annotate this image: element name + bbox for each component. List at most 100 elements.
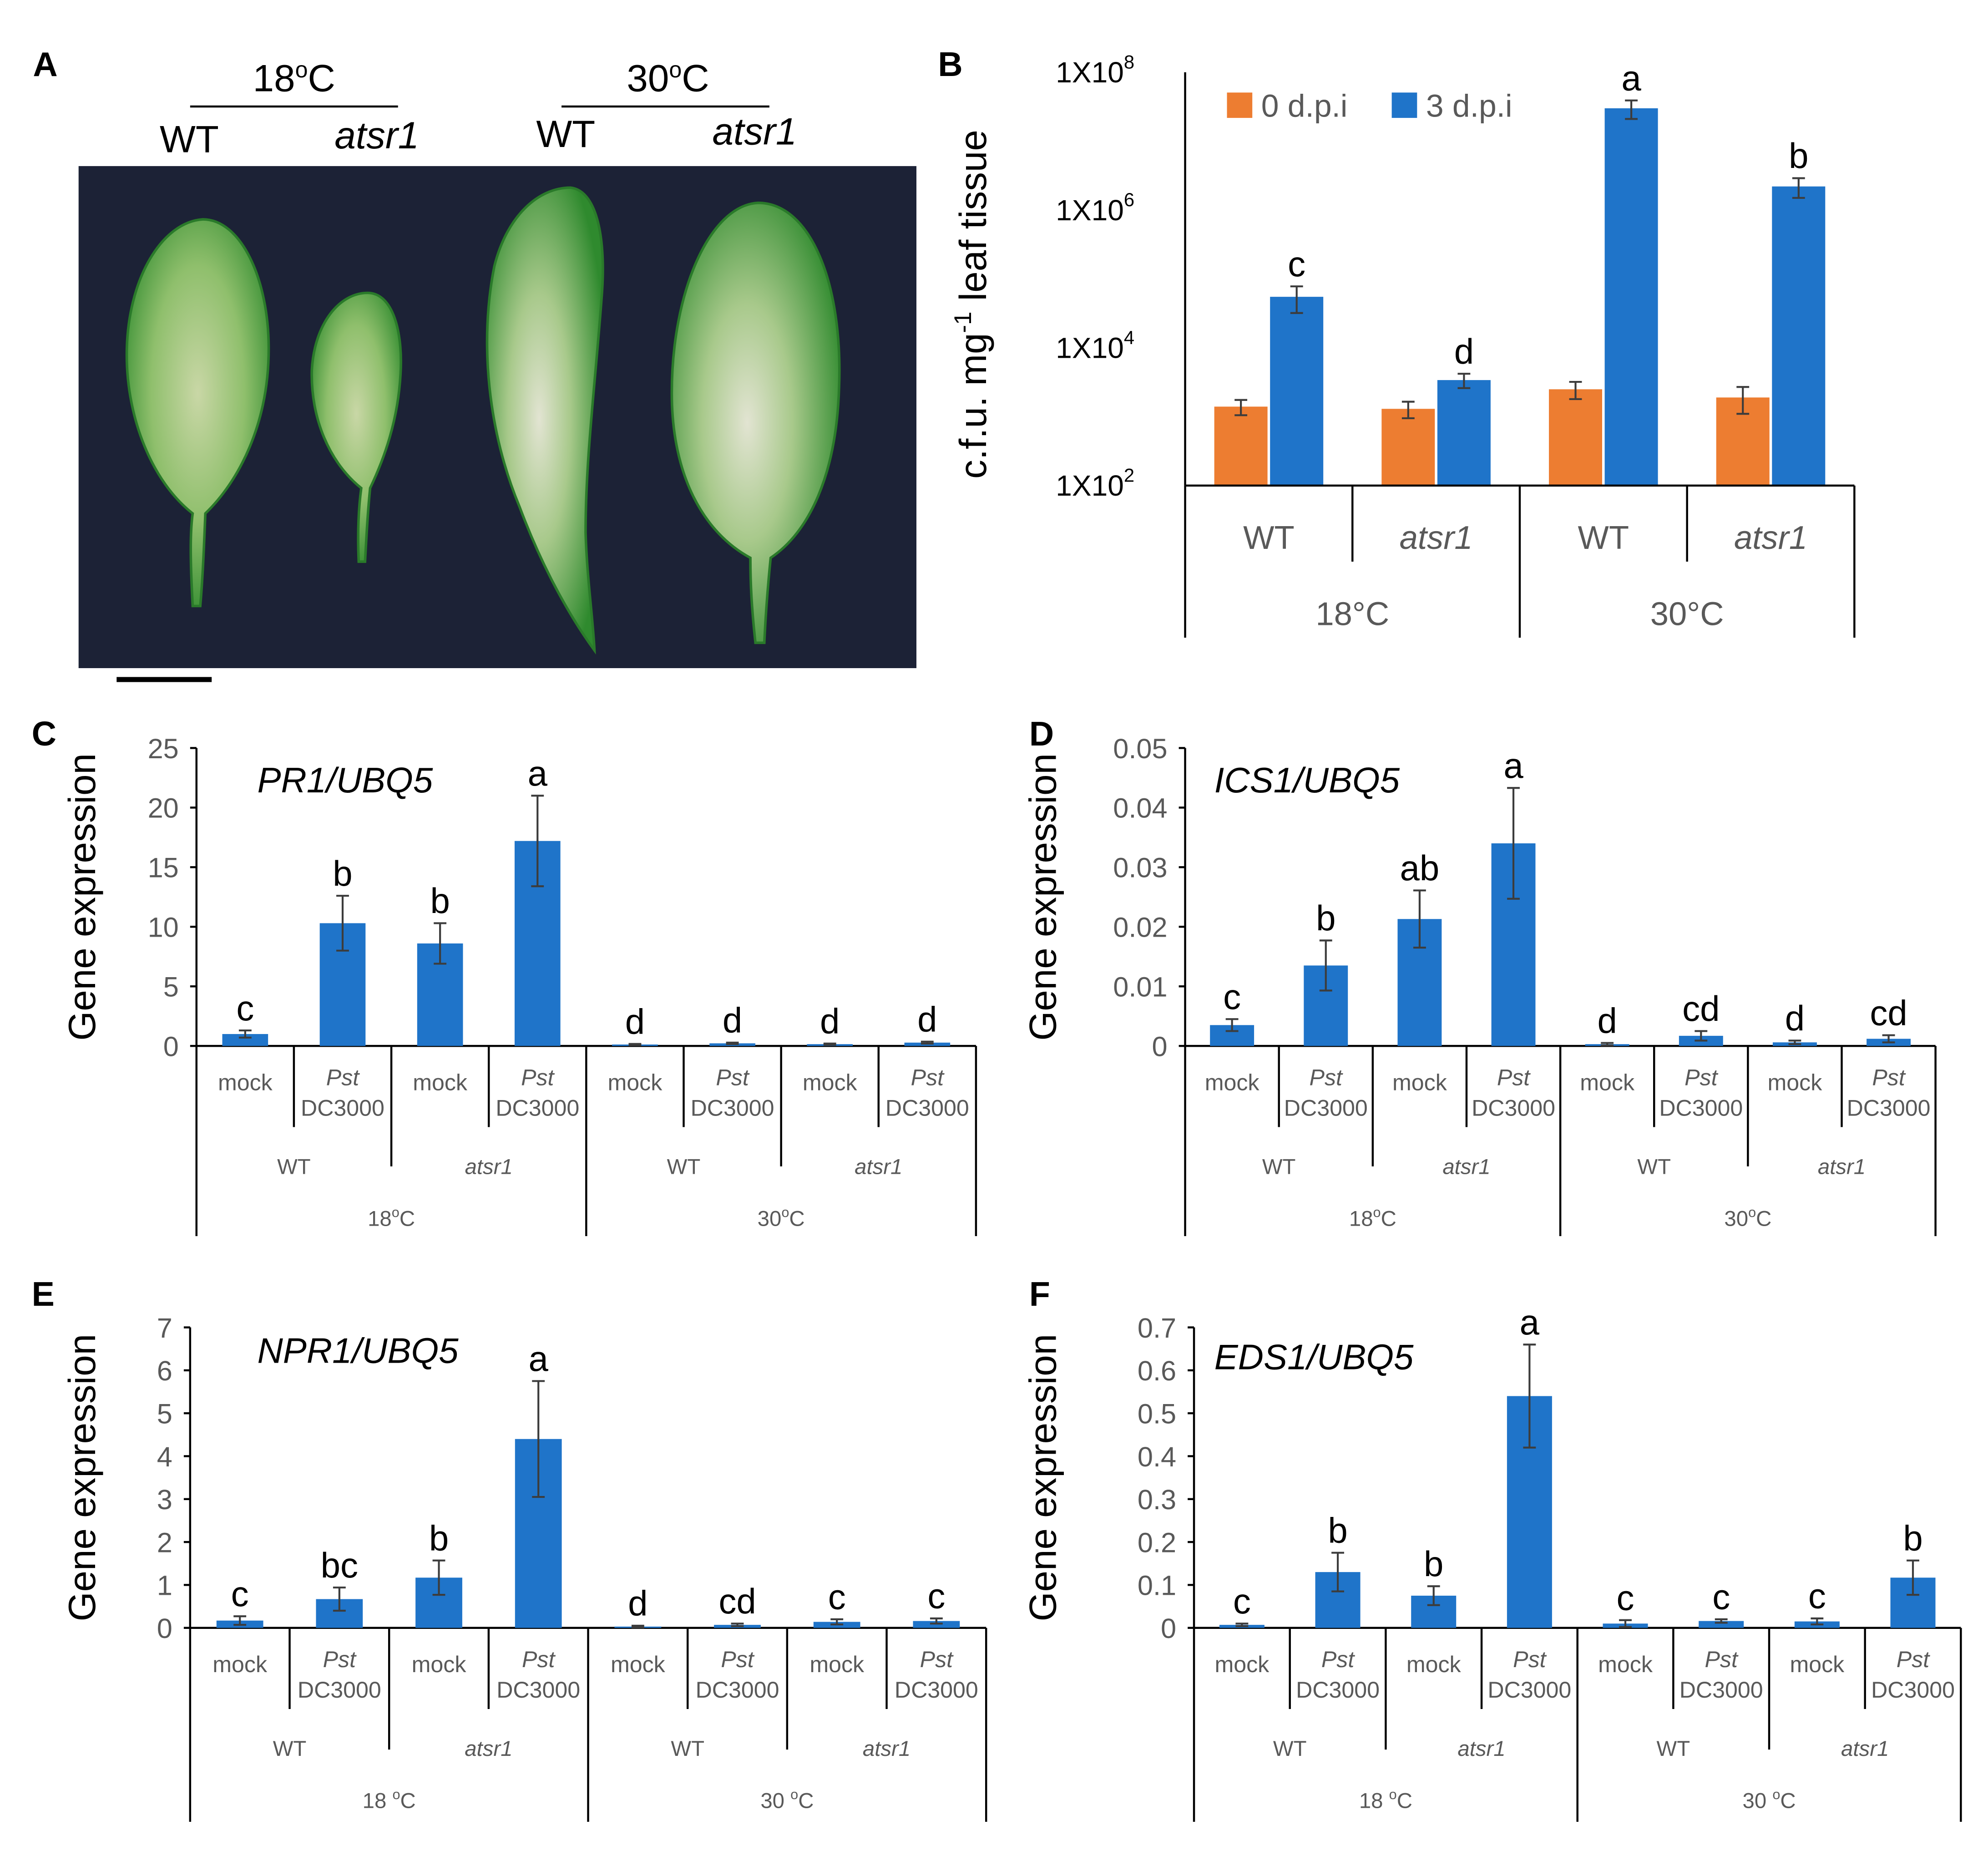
legend-label-1: 3 d.p.i	[1426, 88, 1512, 123]
panel-b-bars: c d a b	[1214, 58, 1826, 486]
panel-f-y-axis-title: Gene expression	[1021, 1334, 1064, 1622]
temperature-value: 30	[1724, 1207, 1748, 1231]
temperature-deg: o	[1748, 1205, 1756, 1220]
temperature-unit: C	[1756, 1207, 1771, 1231]
temperature-value: 18	[1349, 1207, 1373, 1231]
temperature-value: 30	[1742, 1789, 1772, 1813]
temperature-label: 18 oC	[1359, 1787, 1412, 1813]
y-tick-label: 0.1	[1138, 1570, 1176, 1601]
legend-label-0: 0 d.p.i	[1261, 88, 1348, 123]
y-tick-exponent: 6	[1124, 189, 1134, 210]
y-tick-base: 1X10	[1056, 56, 1124, 89]
y-tick-label: 0.7	[1138, 1313, 1176, 1344]
panel-d-title: ICS1/UBQ5	[1214, 760, 1400, 800]
panel-f: F EDS1/UBQ5 Gene expression 0 0.1 0.2 0.3 0.4 0.…	[1021, 1275, 1962, 1822]
significance-letter: b	[429, 1518, 449, 1558]
bar-dpi3-3	[1772, 186, 1826, 486]
x-label-pst: Pst	[1310, 1065, 1343, 1090]
temperature-unit: C	[400, 1789, 416, 1813]
genotype-label: atsr1	[855, 1155, 902, 1179]
temp-30-deg: o	[669, 57, 682, 82]
significance-letter: d	[820, 1001, 840, 1041]
temperature-unit: C	[1381, 1207, 1396, 1231]
x-label-mock: mock	[1214, 1652, 1270, 1677]
significance-letter: c	[1617, 1577, 1634, 1618]
leaf-photo	[78, 166, 917, 669]
bar-dpi3-2	[1604, 108, 1658, 486]
panel-a-mutant-18: atsr1	[334, 114, 419, 157]
panel-b-y-tick: 1X104	[1056, 327, 1134, 365]
significance-letter: c	[1808, 1576, 1826, 1616]
significance-letter: a	[1503, 745, 1523, 786]
panel-a-wt-18: WT	[160, 117, 219, 160]
x-label-dc3000: DC3000	[1847, 1095, 1931, 1121]
y-tick-label: 3	[157, 1484, 172, 1515]
panel-b-x-axis: WT atsr1 WT atsr1 18°C 30°C	[1184, 72, 1856, 638]
x-label-pst: Pst	[911, 1065, 945, 1090]
temp-30-value: 30	[627, 57, 669, 100]
genotype-label: WT	[277, 1155, 311, 1179]
temperature-deg: o	[790, 1787, 798, 1802]
panel-d-y-axis-title: Gene expression	[1021, 753, 1064, 1041]
y-tick-label: 25	[148, 733, 179, 764]
panel-f-title: EDS1/UBQ5	[1214, 1337, 1414, 1377]
panel-a-mutant-30: atsr1	[713, 110, 797, 153]
x-label-mock: mock	[611, 1652, 666, 1677]
x-label-mock: mock	[1768, 1070, 1823, 1095]
y-tick-label: 0.6	[1138, 1355, 1176, 1386]
temp-30-unit: C	[682, 57, 709, 100]
bar-pst-5	[1699, 1621, 1744, 1628]
y-tick-base: 1X10	[1056, 194, 1124, 227]
genotype-label: atsr1	[465, 1155, 513, 1179]
significance-letter: c	[1233, 1581, 1251, 1621]
significance-letter: c	[1223, 977, 1241, 1017]
temperature-label: 30oC	[758, 1205, 805, 1231]
temperature-deg: o	[392, 1205, 400, 1220]
temperature-deg: o	[1389, 1787, 1397, 1802]
leaf-wt-18	[125, 218, 270, 608]
panel-d-letter: D	[1029, 715, 1054, 753]
x-label-pst: Pst	[1321, 1647, 1355, 1672]
panel-c-title: PR1/UBQ5	[257, 760, 433, 800]
panel-b-y-tick: 1X102	[1056, 465, 1134, 502]
bar-dpi3-1	[1437, 380, 1491, 486]
temperature-deg: o	[1373, 1205, 1381, 1220]
panel-f-letter: F	[1029, 1275, 1050, 1313]
genotype-label: WT	[1657, 1737, 1690, 1761]
temperature-unit: C	[1780, 1789, 1796, 1813]
y-title-end: leaf tissue	[951, 130, 994, 311]
x-label-mock: mock	[413, 1070, 468, 1095]
panel-e-y-axis-title: Gene expression	[61, 1334, 103, 1622]
panel-e-title: NPR1/UBQ5	[257, 1331, 459, 1371]
significance-letter: c	[828, 1577, 846, 1617]
significance-letter: c	[231, 1574, 249, 1614]
significance-letter: d	[917, 999, 937, 1039]
x-category-label: WT	[1578, 519, 1629, 556]
genotype-label: atsr1	[1442, 1155, 1490, 1179]
panel-a-letter: A	[33, 45, 57, 83]
significance-letter: d	[628, 1583, 647, 1623]
x-label-mock: mock	[1205, 1070, 1260, 1095]
significance-letter: c	[236, 988, 254, 1028]
significance-letter: c	[927, 1576, 945, 1616]
bar-dpi0-0	[1214, 406, 1268, 486]
temperature-value: 18	[1359, 1789, 1389, 1813]
y-tick-label: 0.05	[1113, 733, 1167, 764]
x-category-label: WT	[1243, 519, 1295, 556]
panel-b-y-axis-title: c.f.u. mg-1 leaf tissue	[950, 130, 994, 479]
x-label-pst: Pst	[1897, 1647, 1930, 1672]
genotype-label: WT	[273, 1737, 307, 1761]
x-label-dc3000: DC3000	[691, 1095, 774, 1121]
x-label-pst: Pst	[920, 1647, 954, 1672]
temperature-unit: C	[1397, 1789, 1412, 1813]
genotype-label: atsr1	[1818, 1155, 1866, 1179]
x-label-dc3000: DC3000	[1871, 1677, 1955, 1703]
x-label-dc3000: DC3000	[1472, 1095, 1555, 1121]
y-tick-label: 0.04	[1113, 793, 1167, 824]
genotype-label: WT	[1273, 1737, 1307, 1761]
x-label-dc3000: DC3000	[696, 1677, 779, 1703]
x-label-dc3000: DC3000	[895, 1677, 978, 1703]
y-tick-label: 0	[1152, 1031, 1167, 1062]
